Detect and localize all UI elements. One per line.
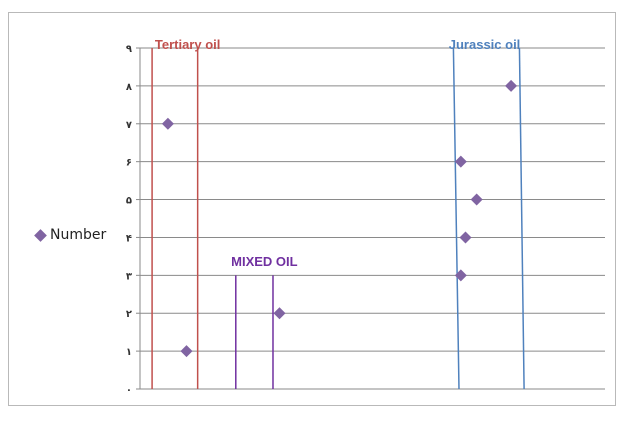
y-tick-label-0: ۰ <box>126 385 132 396</box>
y-tick-label-9: ۹ <box>126 44 132 55</box>
data-point-0-7 <box>505 80 517 92</box>
y-tick-label-8: ۸ <box>126 82 132 93</box>
data-point-0-1 <box>181 345 193 357</box>
data-point-0-0 <box>162 118 174 130</box>
legend-label: Number <box>50 227 106 243</box>
y-tick-label-6: ۶ <box>126 158 132 169</box>
data-point-0-4 <box>460 231 472 243</box>
annotation-jurassic-oil: Jurassic oil <box>449 37 521 52</box>
y-tick-label-2: ۲ <box>126 309 132 320</box>
y-tick-label-5: ۵ <box>126 196 132 207</box>
scatter-chart: ۰۱۲۳۴۵۶۷۸۹۲۴-۲۵-۲۶-۲۷-۲۸-۲۹- <box>9 13 615 405</box>
y-tick-label-4: ۴ <box>126 233 132 244</box>
boundary-line-2-1 <box>519 48 524 389</box>
y-tick-label-7: ۷ <box>126 120 132 131</box>
legend: Number <box>36 227 106 243</box>
boundary-line-2-0 <box>453 48 459 389</box>
y-tick-label-1: ۱ <box>126 347 132 358</box>
annotation-tertiary-oil: Tertiary oil <box>155 37 221 52</box>
chart-frame: ۰۱۲۳۴۵۶۷۸۹۲۴-۲۵-۲۶-۲۷-۲۸-۲۹- Number Tert… <box>8 12 616 406</box>
legend-diamond-marker <box>34 229 47 242</box>
data-point-0-5 <box>471 194 483 206</box>
data-point-0-2 <box>274 307 286 319</box>
y-tick-label-3: ۳ <box>126 271 132 282</box>
annotation-mixed-oil: MIXED OIL <box>231 254 297 269</box>
data-point-0-6 <box>455 156 467 168</box>
